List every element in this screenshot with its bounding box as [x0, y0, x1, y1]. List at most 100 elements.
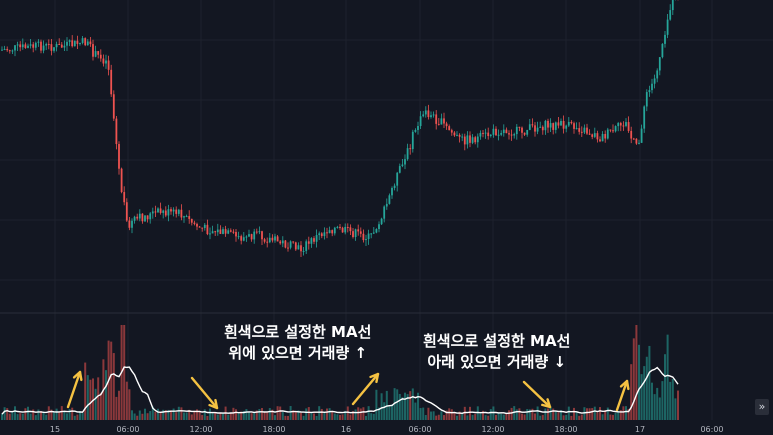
volume-bar [669, 381, 672, 420]
volume-bar [263, 412, 266, 420]
candle-body [177, 209, 180, 214]
candle-body [68, 40, 71, 42]
volume-bar [58, 412, 61, 420]
volume-bar [63, 411, 66, 420]
volume-bar [617, 410, 620, 420]
candle-body [539, 126, 542, 128]
candle-body [86, 41, 89, 46]
volume-bar [448, 408, 451, 420]
candle-body [97, 51, 100, 55]
volume-bar [164, 410, 167, 420]
volume-bar [86, 375, 89, 420]
volume-bar [640, 374, 643, 420]
candle-body [255, 231, 258, 233]
candle-body [219, 229, 222, 234]
candle-body [357, 229, 360, 232]
candle-body [211, 231, 214, 234]
volume-bar [162, 409, 165, 420]
volume-bar [638, 344, 640, 420]
candle-body [570, 121, 573, 124]
volume-bar [612, 414, 614, 420]
volume-bar [630, 364, 633, 420]
candle-body [383, 206, 386, 219]
candle-body [224, 229, 227, 234]
volume-bar [521, 413, 523, 420]
volume-bar [378, 407, 380, 420]
scroll-to-realtime-button[interactable]: » [755, 399, 769, 415]
candle-body [94, 51, 97, 57]
volume-bar [573, 407, 575, 420]
candle-body [391, 187, 393, 196]
volume-bar [105, 370, 107, 420]
candle-body [593, 133, 596, 137]
volume-bar [609, 414, 612, 420]
candle-body [21, 44, 24, 48]
candle-body [258, 231, 261, 233]
candle-body [476, 136, 479, 143]
candle-body [157, 208, 159, 213]
volume-bar [549, 406, 552, 420]
candle-body [510, 134, 513, 136]
candle-body [591, 134, 594, 137]
candle-body [596, 133, 599, 140]
candle-body [302, 250, 305, 252]
candle-body [118, 144, 120, 169]
volume-bar [3, 407, 6, 420]
volume-bar [305, 408, 308, 420]
candle-body [656, 70, 659, 79]
volume-bar [349, 414, 352, 420]
candle-body [125, 202, 128, 221]
candle-body [625, 122, 627, 126]
candle-body [521, 127, 523, 133]
candle-body [661, 43, 664, 58]
price-pane [1, 0, 679, 257]
volume-bar [188, 409, 191, 420]
volume-bar [136, 415, 139, 420]
candle-body [89, 41, 92, 45]
candle-body [497, 134, 500, 136]
candle-body [638, 142, 640, 144]
volume-bar [435, 415, 438, 420]
volume-bar [541, 414, 544, 420]
volume-bar [237, 413, 240, 420]
volume-bar [328, 408, 331, 420]
volume-bar [614, 412, 617, 420]
volume-bar [141, 413, 144, 420]
candle-body [274, 236, 276, 241]
annotation-arrow [522, 380, 552, 409]
candle-body [310, 238, 313, 244]
volume-bar [99, 392, 102, 420]
candle-body [367, 233, 370, 240]
candle-body [183, 216, 185, 218]
volume-bar [318, 406, 321, 420]
volume-bar [214, 412, 217, 420]
annotation-above-ma: 흰색으로 설정한 MA선 위에 있으면 거래량 ↑ [224, 322, 371, 364]
candle-body [331, 230, 334, 234]
candle-body [580, 131, 583, 133]
volume-bar [352, 411, 354, 420]
volume-bar [474, 414, 477, 420]
candle-body [632, 138, 635, 140]
volume-bar [531, 408, 534, 420]
volume-bar [320, 408, 323, 420]
candle-body [385, 203, 388, 207]
candle-body [463, 136, 466, 145]
volume-bar [664, 354, 666, 420]
candle-body [151, 211, 154, 214]
candle-body [560, 120, 562, 126]
candle-body [50, 44, 53, 51]
candle-body [669, 10, 672, 20]
volume-bar [518, 408, 521, 420]
volume-bar [37, 409, 40, 420]
volume-bar [276, 406, 279, 420]
candle-body [19, 44, 22, 48]
candle-body [505, 129, 508, 134]
candle-body [222, 229, 224, 234]
volume-bar [97, 377, 100, 420]
volume-bar [567, 406, 570, 420]
candle-body [128, 220, 131, 228]
volume-bar [42, 411, 45, 420]
candle-body [162, 210, 165, 213]
candle-body [554, 122, 557, 130]
